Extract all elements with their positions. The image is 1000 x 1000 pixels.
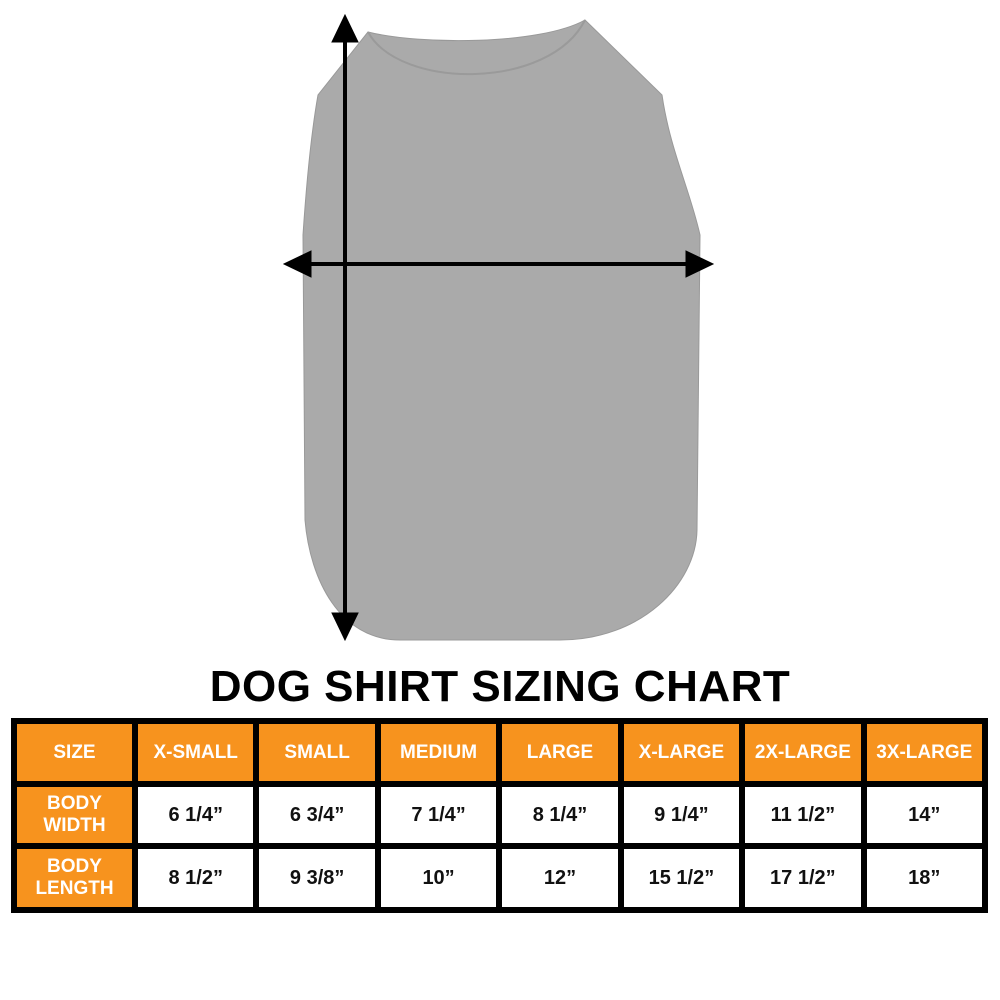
table-cell: 18”: [866, 849, 982, 907]
header-large: LARGE: [502, 724, 618, 781]
table-cell: 9 3/8”: [259, 849, 375, 907]
header-medium: MEDIUM: [380, 724, 497, 781]
header-x-large: X-LARGE: [623, 724, 740, 781]
table-cell: 8 1/2”: [138, 849, 254, 907]
shirt-body: [302, 19, 701, 641]
width-arrow: [282, 250, 715, 278]
table-cell: 9 1/4”: [623, 787, 740, 843]
header-x-small: X-SMALL: [138, 724, 254, 781]
table-cell: 17 1/2”: [745, 849, 861, 907]
table-cell: 12”: [502, 849, 618, 907]
chart-title: DOG SHIRT SIZING CHART: [209, 662, 791, 711]
dog-shirt-illustration: [282, 13, 715, 642]
table-cell: 14”: [866, 787, 982, 843]
row-label-body-width: BODY WIDTH: [17, 787, 132, 843]
table-cell: 11 1/2”: [745, 787, 861, 843]
row-label-body-length: BODY LENGTH: [17, 849, 132, 907]
table-cell: 10”: [380, 849, 497, 907]
sizing-table: SIZE X-SMALL SMALL MEDIUM LARGE X-LARGE …: [11, 718, 988, 913]
table-cell: 6 1/4”: [138, 787, 254, 843]
table-cell: 15 1/2”: [623, 849, 740, 907]
table-cell: 8 1/4”: [502, 787, 618, 843]
table-cell: 6 3/4”: [259, 787, 375, 843]
header-size: SIZE: [17, 724, 132, 781]
length-arrow: [331, 13, 359, 642]
header-2x-large: 2X-LARGE: [745, 724, 861, 781]
header-small: SMALL: [259, 724, 375, 781]
table-cell: 7 1/4”: [380, 787, 497, 843]
header-3x-large: 3X-LARGE: [866, 724, 982, 781]
